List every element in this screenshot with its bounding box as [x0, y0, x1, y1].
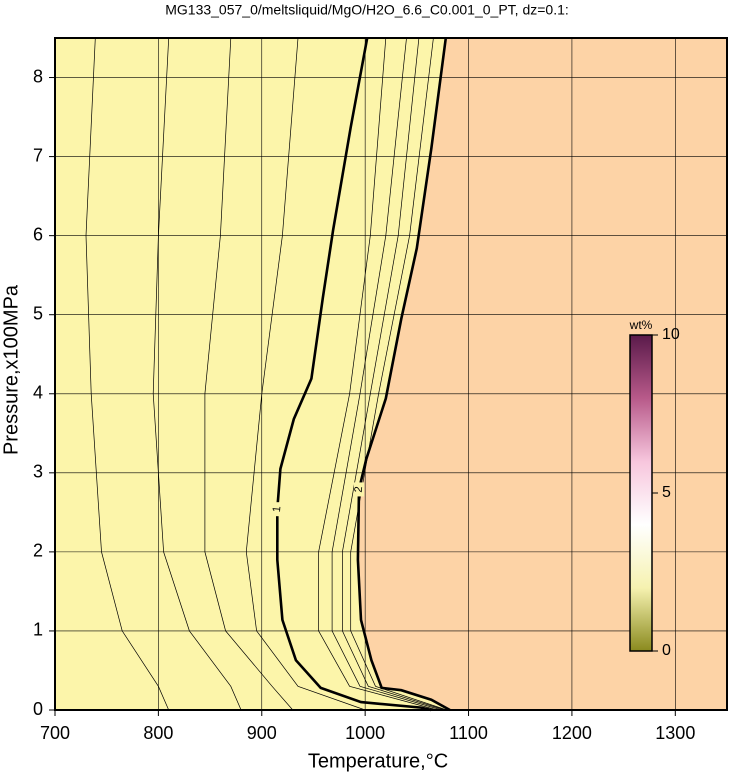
y-tick-label: 2: [33, 541, 43, 561]
y-tick-label: 5: [33, 303, 43, 323]
x-axis-label: Temperature,°C: [308, 750, 448, 772]
colorbar-label: wt%: [629, 318, 653, 332]
contour-line: [318, 37, 438, 711]
y-tick-label: 3: [33, 462, 43, 482]
y-tick-label: 0: [33, 699, 43, 719]
y-tick-label: 4: [33, 383, 43, 403]
contour-line: [85, 37, 170, 711]
x-tick-label: 900: [247, 723, 277, 743]
x-tick-label: 1100: [449, 723, 488, 743]
contour-line: [152, 37, 242, 711]
plot-frame: [54, 37, 728, 711]
x-tick-label: 800: [143, 723, 173, 743]
y-axis-label: Pressure,x100MPa: [0, 284, 22, 455]
contour-label: 1: [271, 506, 283, 513]
y-tick-label: 1: [33, 620, 43, 640]
x-tick-label: 700: [40, 723, 70, 743]
colorbar-tick-label: 0: [662, 642, 671, 659]
colorbar-tick-label: 5: [662, 484, 671, 501]
y-tick-label: 7: [33, 145, 43, 165]
x-tick-label: 1300: [655, 723, 695, 743]
y-tick-label: 8: [33, 66, 43, 86]
colorbar: [629, 334, 653, 652]
colorbar-tick-label: 10: [662, 326, 680, 343]
contour-line: [350, 37, 447, 711]
contour-line: [356, 37, 451, 712]
contour-line: [245, 37, 366, 711]
y-tick-label: 6: [33, 224, 43, 244]
contour-label: 2: [353, 486, 365, 493]
contour-label-bg: [353, 482, 364, 497]
contour-label-bg: [272, 502, 283, 517]
x-tick-label: 1000: [345, 723, 385, 743]
contour-line: [342, 37, 445, 711]
contour-line: [204, 37, 294, 711]
contour-line: [331, 37, 442, 711]
x-tick-label: 1200: [552, 723, 592, 743]
chart-title: MG133_057_0/meltsliquid/MgO/H2O_6.6_C0.0…: [165, 2, 569, 18]
